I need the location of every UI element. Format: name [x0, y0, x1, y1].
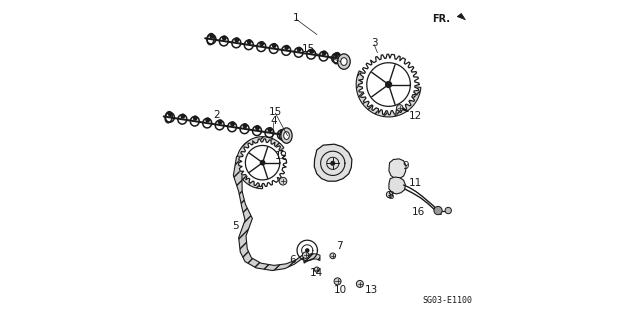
Text: 5: 5 — [232, 221, 239, 232]
Text: 7: 7 — [336, 241, 342, 251]
Ellipse shape — [272, 43, 276, 48]
Circle shape — [387, 191, 393, 198]
Text: 12: 12 — [409, 111, 422, 122]
Ellipse shape — [281, 128, 292, 143]
Polygon shape — [389, 177, 406, 194]
Circle shape — [330, 253, 335, 259]
Circle shape — [445, 207, 451, 214]
Circle shape — [279, 177, 287, 185]
Text: 10: 10 — [334, 285, 348, 295]
Polygon shape — [237, 137, 284, 189]
Ellipse shape — [297, 47, 301, 52]
Ellipse shape — [222, 35, 227, 41]
Text: 4: 4 — [271, 116, 277, 126]
Text: 14: 14 — [310, 268, 323, 278]
Ellipse shape — [309, 48, 314, 54]
Ellipse shape — [205, 117, 210, 122]
Circle shape — [314, 267, 319, 272]
Ellipse shape — [259, 41, 264, 46]
Ellipse shape — [340, 58, 347, 65]
Ellipse shape — [322, 50, 326, 56]
Text: 9: 9 — [403, 161, 410, 171]
Circle shape — [305, 248, 310, 253]
Ellipse shape — [234, 37, 239, 42]
Text: 15: 15 — [269, 107, 282, 117]
Ellipse shape — [230, 121, 235, 126]
Circle shape — [330, 161, 335, 166]
Ellipse shape — [243, 123, 248, 128]
Text: 8: 8 — [387, 191, 394, 201]
Text: FR.: FR. — [432, 13, 450, 24]
Polygon shape — [303, 254, 320, 263]
Circle shape — [334, 278, 341, 285]
Ellipse shape — [334, 52, 339, 57]
Polygon shape — [358, 54, 419, 115]
Text: 12: 12 — [275, 151, 289, 161]
Circle shape — [303, 252, 309, 258]
Ellipse shape — [255, 125, 260, 130]
Ellipse shape — [280, 129, 285, 134]
Ellipse shape — [247, 39, 252, 44]
Ellipse shape — [284, 45, 289, 50]
Circle shape — [260, 160, 266, 166]
Circle shape — [385, 81, 392, 88]
Polygon shape — [356, 71, 421, 117]
Polygon shape — [457, 13, 465, 20]
Text: 6: 6 — [289, 255, 296, 265]
Text: 15: 15 — [302, 44, 316, 55]
Circle shape — [397, 105, 403, 111]
Ellipse shape — [193, 115, 198, 121]
Text: 13: 13 — [364, 285, 378, 295]
Text: 1: 1 — [292, 12, 300, 23]
Text: 3: 3 — [371, 38, 378, 48]
Ellipse shape — [209, 33, 214, 39]
Ellipse shape — [180, 114, 186, 119]
Ellipse shape — [168, 112, 173, 117]
Ellipse shape — [284, 132, 289, 139]
Text: 16: 16 — [412, 207, 426, 217]
Ellipse shape — [338, 54, 350, 69]
Polygon shape — [314, 144, 352, 181]
Polygon shape — [389, 159, 406, 179]
Ellipse shape — [218, 119, 223, 124]
Ellipse shape — [268, 127, 273, 132]
Circle shape — [356, 280, 364, 287]
Polygon shape — [239, 139, 287, 187]
Polygon shape — [234, 156, 304, 271]
Text: 2: 2 — [213, 110, 220, 120]
Text: 11: 11 — [409, 178, 422, 189]
Circle shape — [434, 206, 442, 215]
Text: SG03-E1100: SG03-E1100 — [422, 296, 472, 305]
